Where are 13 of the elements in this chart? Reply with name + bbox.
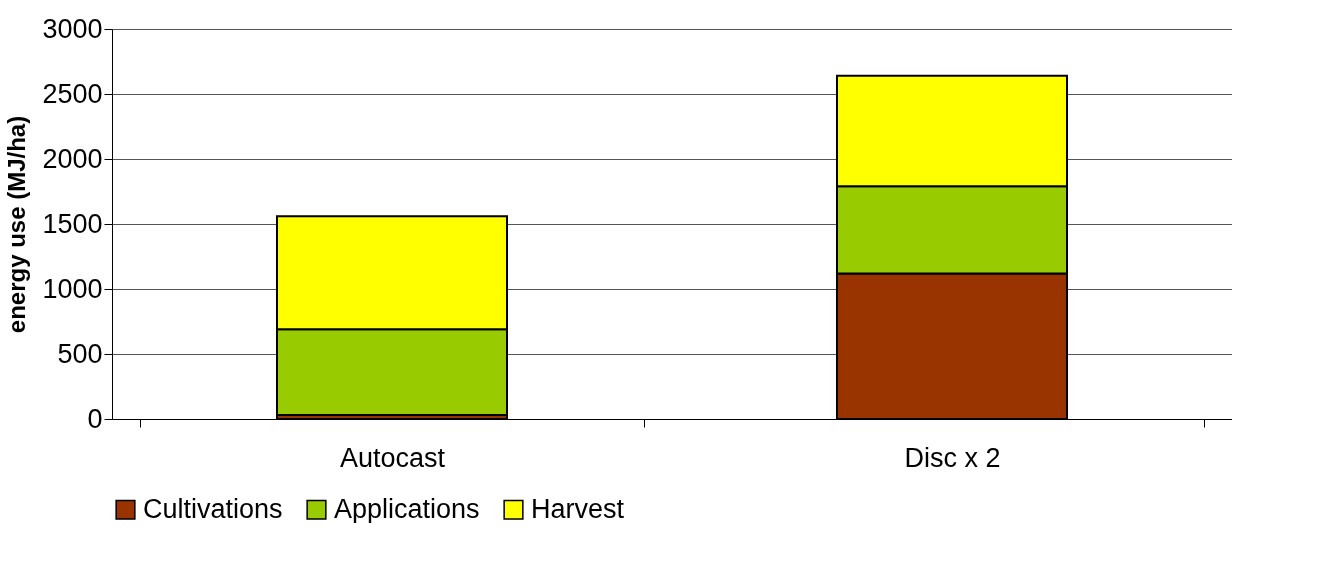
y-tick-label: 3000 <box>42 13 103 44</box>
y-axis-title: energy use (MJ/ha) <box>3 115 31 334</box>
y-tick-label: 0 <box>87 403 103 434</box>
legend-label: Cultivations <box>143 493 283 524</box>
y-tick-label: 1500 <box>42 208 103 239</box>
legend-label: Applications <box>334 493 480 524</box>
legend-label: Harvest <box>531 493 625 524</box>
y-tick-label: 1000 <box>42 273 103 304</box>
y-tick-label: 2000 <box>42 143 103 174</box>
y-tick-label: 2500 <box>42 78 103 109</box>
x-tick-label: Autocast <box>339 442 446 473</box>
x-tick-label: Disc x 2 <box>904 442 1001 473</box>
y-tick-label: 500 <box>57 338 103 369</box>
